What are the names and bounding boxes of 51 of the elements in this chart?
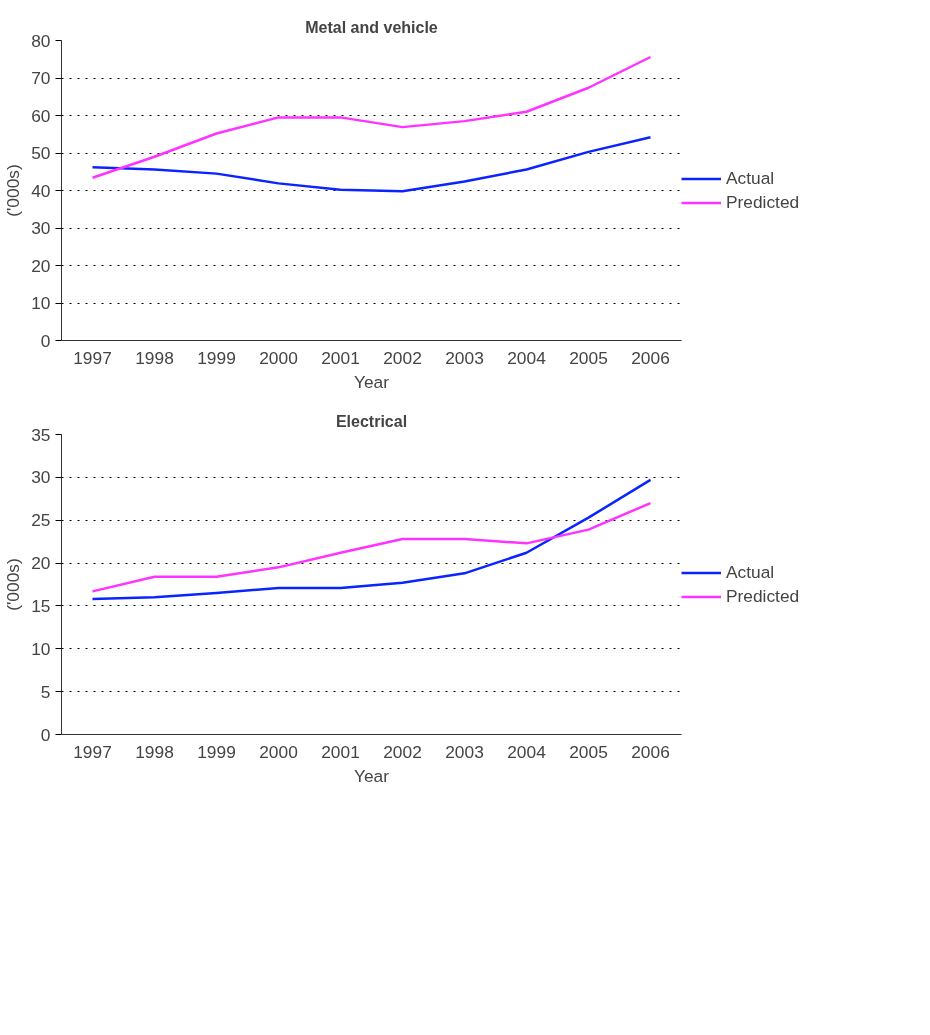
y-tick-label: 50 [31, 143, 51, 163]
x-tick-label: 2003 [445, 347, 484, 368]
y-tick-label: 0 [40, 724, 51, 745]
x-tick-label: 1998 [135, 741, 174, 762]
legend-label: Predicted [726, 585, 800, 607]
x-tick-label: 2001 [321, 741, 360, 762]
x-tick-label: 2005 [569, 741, 608, 762]
y-tick-label: 25 [31, 510, 51, 531]
legend-label: Actual [726, 561, 775, 583]
x-tick-label: 2004 [507, 347, 547, 368]
chart-title: Electrical [335, 412, 408, 430]
y-axis-title: ('000s) [3, 164, 24, 217]
x-axis-title: Year [353, 765, 390, 786]
line-series [91, 136, 652, 193]
chart-title: Metal and vehicle [305, 18, 438, 36]
x-tick-label: 2002 [383, 347, 422, 368]
x-tick-label: 1999 [197, 347, 236, 368]
x-tick-label: 2005 [569, 347, 608, 368]
y-tick-label: 20 [31, 255, 51, 276]
y-tick-label: 60 [31, 105, 51, 126]
y-tick-label: 70 [31, 68, 51, 88]
y-tick-label: 5 [40, 681, 51, 702]
x-tick-label: 1997 [73, 347, 112, 368]
y-tick-label: 80 [31, 30, 51, 51]
x-tick-label: 1999 [197, 741, 236, 762]
legend-label: Actual [726, 167, 775, 189]
x-tick-label: 2001 [321, 347, 360, 368]
line-series [91, 478, 652, 601]
line-series [91, 501, 652, 593]
x-axis-title: Year [353, 371, 390, 392]
y-tick-label: 20 [31, 553, 51, 574]
y-axis-title: ('000s) [3, 558, 24, 611]
line-series [91, 55, 652, 179]
y-tick-label: 30 [31, 218, 51, 238]
x-tick-label: 2004 [507, 741, 547, 762]
x-tick-label: 1998 [135, 347, 174, 368]
legend-label: Predicted [726, 191, 800, 213]
x-tick-label: 2006 [631, 347, 670, 368]
y-tick-label: 30 [31, 467, 51, 488]
x-tick-label: 2000 [259, 347, 298, 368]
x-tick-label: 2003 [445, 741, 484, 762]
y-tick-label: 10 [31, 293, 51, 313]
y-tick-label: 35 [31, 424, 51, 445]
x-tick-label: 2000 [259, 741, 298, 762]
y-tick-label: 15 [31, 595, 51, 616]
x-tick-label: 1997 [73, 741, 112, 762]
y-tick-label: 40 [31, 180, 51, 201]
x-tick-label: 2002 [383, 741, 422, 762]
y-tick-label: 0 [40, 330, 51, 351]
y-tick-label: 10 [31, 638, 51, 659]
x-tick-label: 2006 [631, 741, 670, 762]
